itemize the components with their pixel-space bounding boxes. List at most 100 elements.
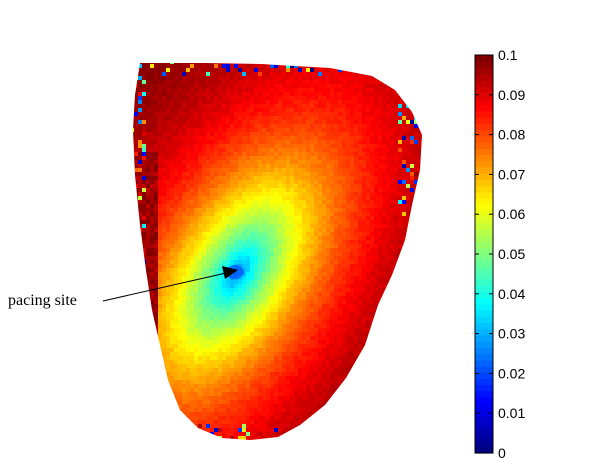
- activation-pixel: [390, 84, 395, 89]
- activation-pixel: [406, 116, 411, 121]
- activation-pixel: [390, 216, 395, 221]
- activation-pixel: [422, 192, 426, 196]
- activation-pixel: [290, 176, 295, 181]
- activation-pixel: [306, 312, 311, 317]
- activation-pixel: [406, 268, 411, 273]
- activation-pixel: [230, 152, 235, 157]
- activation-pixel: [166, 64, 171, 69]
- activation-pixel: [322, 104, 327, 109]
- activation-pixel: [318, 292, 323, 297]
- activation-pixel: [350, 108, 355, 113]
- activation-pixel: [133, 88, 135, 93]
- activation-pixel: [158, 204, 163, 209]
- activation-pixel: [162, 256, 167, 261]
- activation-pixel: [158, 76, 163, 81]
- activation-pixel: [254, 280, 259, 285]
- activation-pixel: [278, 96, 283, 101]
- activation-pixel: [394, 112, 399, 117]
- activation-pixel: [226, 216, 231, 221]
- activation-pixel: [238, 248, 243, 253]
- activation-pixel: [150, 132, 155, 137]
- activation-pixel: [226, 252, 231, 257]
- activation-pixel: [306, 236, 311, 241]
- activation-pixel: [294, 320, 299, 325]
- activation-pixel: [158, 272, 163, 277]
- activation-pixel: [150, 220, 155, 225]
- activation-pixel: [133, 296, 135, 301]
- activation-pixel: [170, 120, 175, 125]
- activation-pixel: [402, 116, 407, 121]
- activation-pixel: [398, 228, 403, 233]
- activation-pixel: [210, 160, 215, 165]
- activation-pixel: [418, 220, 422, 225]
- activation-pixel: [390, 124, 395, 129]
- activation-pixel: [138, 244, 143, 249]
- activation-pixel: [234, 184, 239, 189]
- activation-pixel: [390, 236, 395, 241]
- activation-pixel: [206, 308, 211, 313]
- activation-pixel: [154, 248, 159, 253]
- activation-pixel: [154, 104, 159, 109]
- activation-pixel: [150, 188, 155, 193]
- activation-pixel: [278, 132, 283, 137]
- activation-pixel: [190, 252, 195, 257]
- activation-pixel: [198, 228, 203, 233]
- activation-pixel: [262, 212, 267, 217]
- activation-pixel: [178, 112, 183, 117]
- activation-pixel: [318, 96, 323, 101]
- activation-pixel: [390, 260, 395, 265]
- activation-pixel: [302, 124, 307, 129]
- activation-pixel: [370, 88, 375, 93]
- activation-pixel: [178, 204, 183, 209]
- activation-pixel: [170, 232, 175, 237]
- activation-pixel: [346, 252, 351, 257]
- activation-pixel: [278, 148, 283, 153]
- activation-pixel: [354, 252, 359, 257]
- activation-pixel: [330, 152, 335, 157]
- activation-pixel: [270, 96, 275, 101]
- activation-pixel: [374, 120, 379, 125]
- activation-pixel: [262, 124, 267, 129]
- activation-pixel: [318, 200, 323, 205]
- activation-pixel: [306, 224, 311, 229]
- activation-pixel: [410, 72, 415, 77]
- activation-pixel: [318, 224, 323, 229]
- activation-pixel: [206, 224, 211, 229]
- activation-pixel: [350, 192, 355, 197]
- activation-pixel: [246, 156, 251, 161]
- activation-pixel: [178, 316, 183, 321]
- activation-pixel: [422, 196, 426, 200]
- activation-pixel: [298, 292, 303, 297]
- activation-pixel: [198, 284, 203, 289]
- activation-pixel: [242, 192, 247, 197]
- activation-pixel: [190, 316, 195, 321]
- activation-pixel: [354, 288, 359, 293]
- activation-pixel: [346, 208, 351, 213]
- activation-pixel: [334, 160, 339, 165]
- activation-pixel: [318, 264, 323, 269]
- activation-pixel: [350, 88, 355, 93]
- activation-pixel: [370, 128, 375, 133]
- activation-pixel: [310, 64, 315, 69]
- activation-pixel: [414, 240, 419, 245]
- activation-pixel: [358, 292, 363, 297]
- activation-pixel: [286, 63, 291, 65]
- activation-pixel: [398, 164, 403, 169]
- activation-pixel: [318, 280, 323, 285]
- activation-pixel: [170, 100, 175, 105]
- activation-pixel: [226, 256, 231, 261]
- activation-pixel: [370, 92, 375, 97]
- activation-pixel: [242, 280, 247, 285]
- activation-pixel: [354, 188, 359, 193]
- activation-pixel: [190, 204, 195, 209]
- activation-pixel: [418, 288, 422, 293]
- activation-pixel: [274, 160, 279, 165]
- activation-pixel: [278, 64, 283, 69]
- activation-pixel: [390, 136, 395, 141]
- activation-pixel: [218, 180, 223, 185]
- activation-pixel: [274, 188, 279, 193]
- activation-pixel: [262, 88, 267, 93]
- activation-pixel: [306, 204, 311, 209]
- activation-pixel: [414, 63, 419, 65]
- activation-pixel: [182, 136, 187, 141]
